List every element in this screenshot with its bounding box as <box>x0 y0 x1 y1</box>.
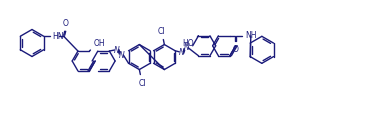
Text: HN: HN <box>53 32 64 41</box>
Text: N: N <box>183 43 189 52</box>
Text: N: N <box>178 48 184 57</box>
Text: Cl: Cl <box>158 27 165 36</box>
Text: HO: HO <box>182 39 193 48</box>
Text: NH: NH <box>245 31 256 40</box>
Text: N: N <box>119 51 124 59</box>
Text: O: O <box>233 45 239 54</box>
Text: Cl: Cl <box>138 79 146 88</box>
Text: OH: OH <box>94 39 105 48</box>
Text: N: N <box>113 46 119 54</box>
Text: O: O <box>63 19 69 28</box>
